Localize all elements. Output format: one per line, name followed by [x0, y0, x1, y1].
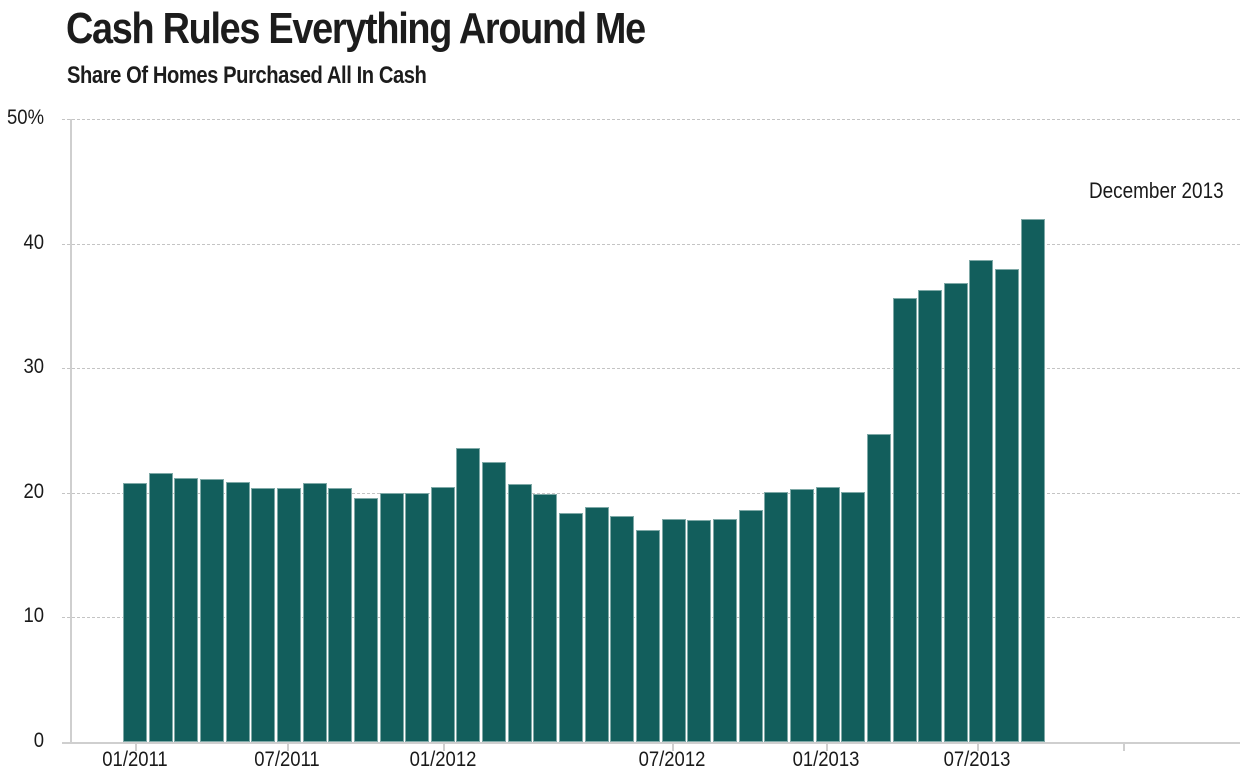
bar-06-2011	[251, 487, 276, 742]
x-tick	[672, 743, 674, 751]
x-tick	[977, 743, 979, 751]
bar-07-2013	[892, 298, 917, 742]
bar-01-2012	[430, 486, 455, 742]
y-tick-label: 30	[23, 355, 44, 379]
bar-02-2013	[764, 491, 789, 742]
gridline	[62, 492, 1240, 494]
bar-10-2011	[353, 497, 378, 742]
y-tick-label: 10	[23, 604, 44, 628]
x-tick	[443, 743, 445, 751]
bar-04-2013	[815, 486, 840, 742]
bar-06-2012	[559, 512, 584, 742]
x-axis-line	[62, 742, 1240, 744]
bar-05-2012	[533, 494, 558, 742]
bar-04-2012	[507, 484, 532, 742]
x-tick	[287, 743, 289, 751]
x-tick	[135, 743, 137, 751]
bar-12-2013	[1020, 218, 1045, 742]
gridline	[62, 368, 1240, 370]
y-tick-label: 40	[23, 230, 44, 254]
chart-subtitle: Share Of Homes Purchased All In Cash	[67, 62, 427, 89]
x-tick-label: 07/2013	[943, 748, 1011, 771]
bar-11-2011	[379, 492, 404, 742]
bar-05-2013	[841, 491, 866, 742]
bar-11-2012	[687, 520, 712, 742]
bar-01-2011	[123, 482, 147, 742]
x-tick-label: 07/2012	[638, 748, 706, 771]
x-tick-label: 07/2011	[254, 748, 320, 771]
y-tick-label: 50%	[7, 106, 44, 129]
y-tick-label: 0	[33, 729, 44, 752]
gridline	[62, 243, 1240, 245]
bar-03-2013	[789, 489, 814, 742]
x-tick-label: 01/2012	[409, 748, 477, 771]
december-2013-annotation: December 2013	[1089, 178, 1224, 203]
bar-09-2012	[636, 530, 660, 742]
bar-06-2013	[866, 434, 891, 742]
gridline	[62, 119, 1240, 120]
bar-08-2011	[302, 482, 327, 742]
x-tick	[826, 743, 828, 751]
bar-07-2011	[276, 487, 301, 742]
bar-10-2012	[661, 518, 686, 742]
bar-07-2012	[584, 506, 609, 742]
bar-03-2011	[174, 477, 199, 742]
bar-11-2013	[995, 268, 1020, 742]
bar-12-2012	[712, 518, 737, 742]
y-tick-label: 20	[23, 479, 44, 503]
bar-09-2013	[943, 283, 968, 742]
x-tick	[1123, 743, 1125, 751]
y-axis-line	[70, 119, 72, 743]
bar-04-2011	[199, 479, 224, 742]
chart-title: Cash Rules Everything Around Me	[66, 4, 646, 53]
bar-02-2012	[456, 447, 481, 742]
bar-08-2013	[918, 289, 943, 742]
bar-03-2012	[482, 461, 507, 742]
bar-10-2013	[969, 259, 994, 742]
x-tick-label: 01/2013	[792, 748, 860, 771]
bar-08-2012	[610, 516, 635, 742]
bar-09-2011	[328, 487, 353, 742]
bar-02-2011	[148, 472, 173, 742]
bar-05-2011	[225, 481, 250, 742]
bar-01-2013	[738, 510, 763, 742]
bar-12-2011	[405, 492, 430, 742]
x-tick-label: 01/2011	[102, 748, 168, 771]
